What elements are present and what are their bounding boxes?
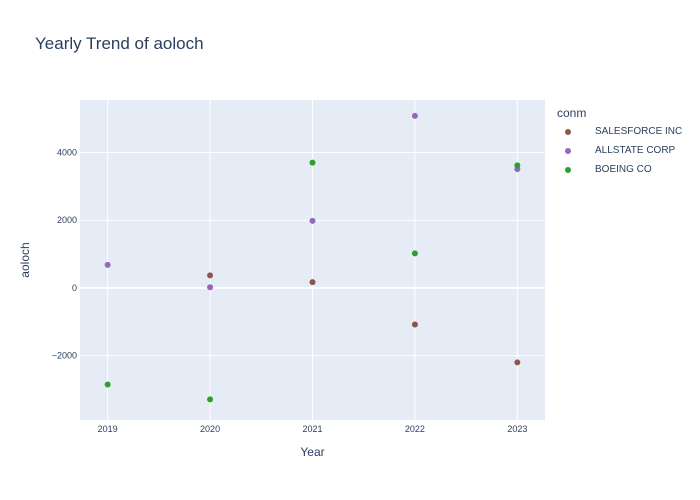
legend-label: BOEING CO	[595, 164, 652, 175]
y-axis-label: aoloch	[18, 242, 32, 277]
legend-marker	[565, 166, 571, 173]
axis-ticks: 2019 2020 2021 2022 2023 −2000 0 2000 4000	[52, 147, 528, 434]
legend[interactable]: SALESFORCE INC ALLSTATE CORP BOEING CO	[565, 122, 682, 179]
y-tick-label: 2000	[57, 215, 77, 225]
legend-item[interactable]: ALLSTATE CORP	[565, 141, 682, 160]
data-point-allstate-corp[interactable]	[309, 217, 316, 224]
y-tick-label: 4000	[57, 147, 77, 157]
data-point-allstate-corp[interactable]	[207, 284, 214, 291]
data-point-allstate-corp[interactable]	[104, 261, 111, 268]
chart-title: Yearly Trend of aoloch	[35, 34, 204, 53]
data-point-boeing-co[interactable]	[207, 396, 214, 403]
legend-title: conm	[557, 106, 587, 120]
legend-marker	[565, 128, 571, 135]
legend-label: SALESFORCE INC	[595, 126, 683, 137]
gridlines	[80, 100, 545, 420]
x-tick-label: 2022	[405, 424, 425, 434]
y-tick-label: −2000	[52, 351, 77, 361]
data-point-salesforce-inc[interactable]	[309, 279, 316, 286]
legend-marker	[565, 147, 571, 154]
y-tick-label: 0	[72, 283, 77, 293]
data-point-boeing-co[interactable]	[104, 381, 111, 388]
x-tick-label: 2020	[200, 424, 220, 434]
legend-item[interactable]: BOEING CO	[565, 160, 682, 179]
x-tick-label: 2019	[98, 424, 118, 434]
data-point-salesforce-inc[interactable]	[207, 272, 214, 279]
data-point-boeing-co[interactable]	[309, 159, 316, 166]
data-point-boeing-co[interactable]	[514, 162, 521, 169]
legend-item[interactable]: SALESFORCE INC	[565, 122, 682, 141]
x-tick-label: 2023	[507, 424, 527, 434]
data-point-salesforce-inc[interactable]	[514, 359, 521, 366]
data-point-salesforce-inc[interactable]	[411, 321, 418, 328]
data-point-boeing-co[interactable]	[411, 250, 418, 257]
legend-label: ALLSTATE CORP	[595, 145, 676, 156]
data-points[interactable]	[104, 112, 521, 403]
data-point-allstate-corp[interactable]	[411, 112, 418, 119]
x-tick-label: 2021	[302, 424, 322, 434]
x-axis-label: Year	[300, 445, 324, 459]
